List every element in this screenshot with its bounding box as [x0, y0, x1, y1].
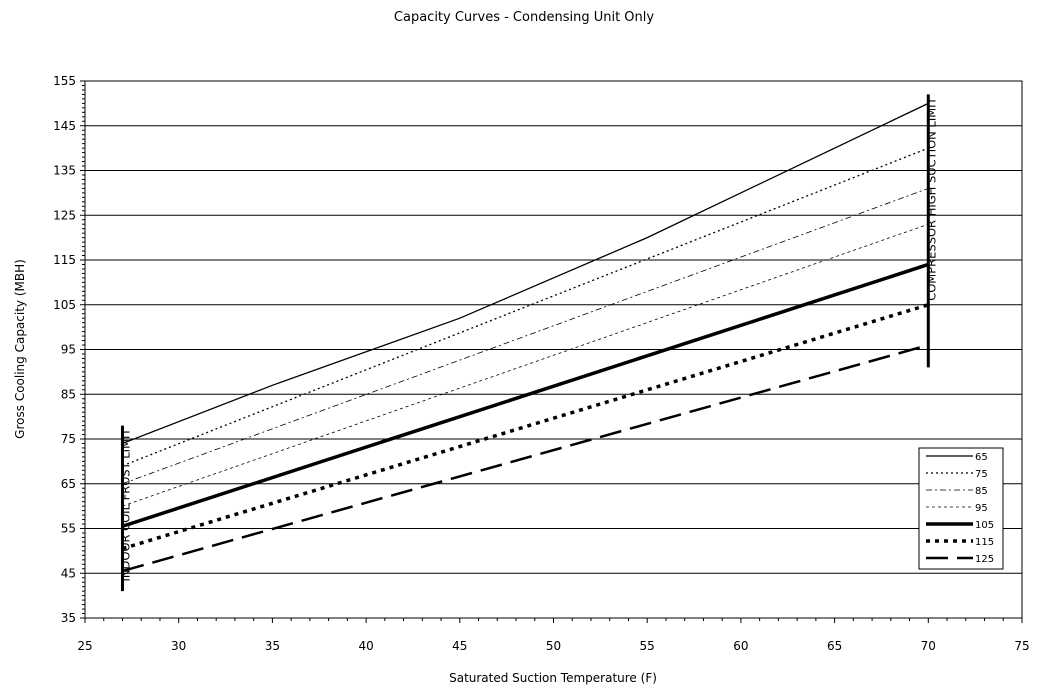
legend-label: 115 [975, 537, 994, 548]
y-tick-label: 155 [53, 74, 76, 88]
y-tick-label: 35 [61, 611, 76, 625]
limit-markers: INDOOR COIL FROST LIMIT COMPRESSOR HIGH S… [118, 94, 938, 592]
x-tick-label: 70 [921, 639, 936, 653]
legend-label: 105 [975, 520, 994, 531]
y-tick-label: 105 [53, 298, 76, 312]
x-axis: 25 30 35 40 45 50 55 60 65 70 75 [77, 618, 1030, 653]
x-tick-label: 35 [265, 639, 280, 653]
series-line-65 [122, 102, 929, 445]
legend: 65 75 85 95 105 115 125 [918, 447, 1004, 570]
y-tick-label: 45 [61, 566, 76, 580]
chart-title: Capacity Curves - Condensing Unit Only [394, 10, 654, 25]
x-tick-label: 30 [171, 639, 186, 653]
legend-box [918, 447, 1004, 570]
y-tick-label: 115 [53, 253, 76, 267]
y-tick-label: 135 [53, 164, 76, 178]
limit-label: COMPRESSOR HIGH SUCTION LIMIT [924, 96, 938, 300]
y-tick-label: 75 [61, 432, 76, 446]
series-line-105 [121, 262, 929, 528]
series-lines [121, 102, 929, 573]
y-tick-label: 65 [61, 477, 76, 491]
y-tick-label: 85 [61, 387, 76, 401]
y-axis: 35 45 55 65 75 85 95 105 115 125 135 145 155 [53, 74, 85, 625]
x-tick-label: 25 [77, 639, 92, 653]
x-tick-label: 60 [733, 639, 748, 653]
gridlines [85, 125, 1022, 574]
x-tick-label: 45 [452, 639, 467, 653]
x-axis-title: Saturated Suction Temperature (F) [449, 671, 657, 685]
limit-label: INDOOR COIL FROST LIMIT [118, 428, 132, 582]
y-axis-title: Gross Cooling Capacity (MBH) [13, 259, 27, 439]
y-tick-label: 125 [53, 208, 76, 222]
x-tick-label: 65 [827, 639, 842, 653]
legend-label: 65 [975, 452, 988, 463]
y-tick-label: 145 [53, 119, 76, 133]
x-tick-label: 50 [546, 639, 561, 653]
y-tick-label: 95 [61, 343, 76, 357]
legend-label: 75 [975, 469, 988, 480]
legend-label: 125 [975, 554, 994, 565]
series-line-125 [122, 343, 929, 573]
series-line-85 [122, 188, 929, 485]
y-tick-label: 55 [61, 522, 76, 536]
x-tick-label: 40 [358, 639, 373, 653]
legend-label: 95 [975, 503, 988, 514]
x-tick-label: 55 [640, 639, 655, 653]
series-line-75 [122, 147, 929, 467]
series-line-95 [122, 223, 929, 507]
x-tick-label: 75 [1014, 639, 1029, 653]
legend-label: 85 [975, 486, 988, 497]
